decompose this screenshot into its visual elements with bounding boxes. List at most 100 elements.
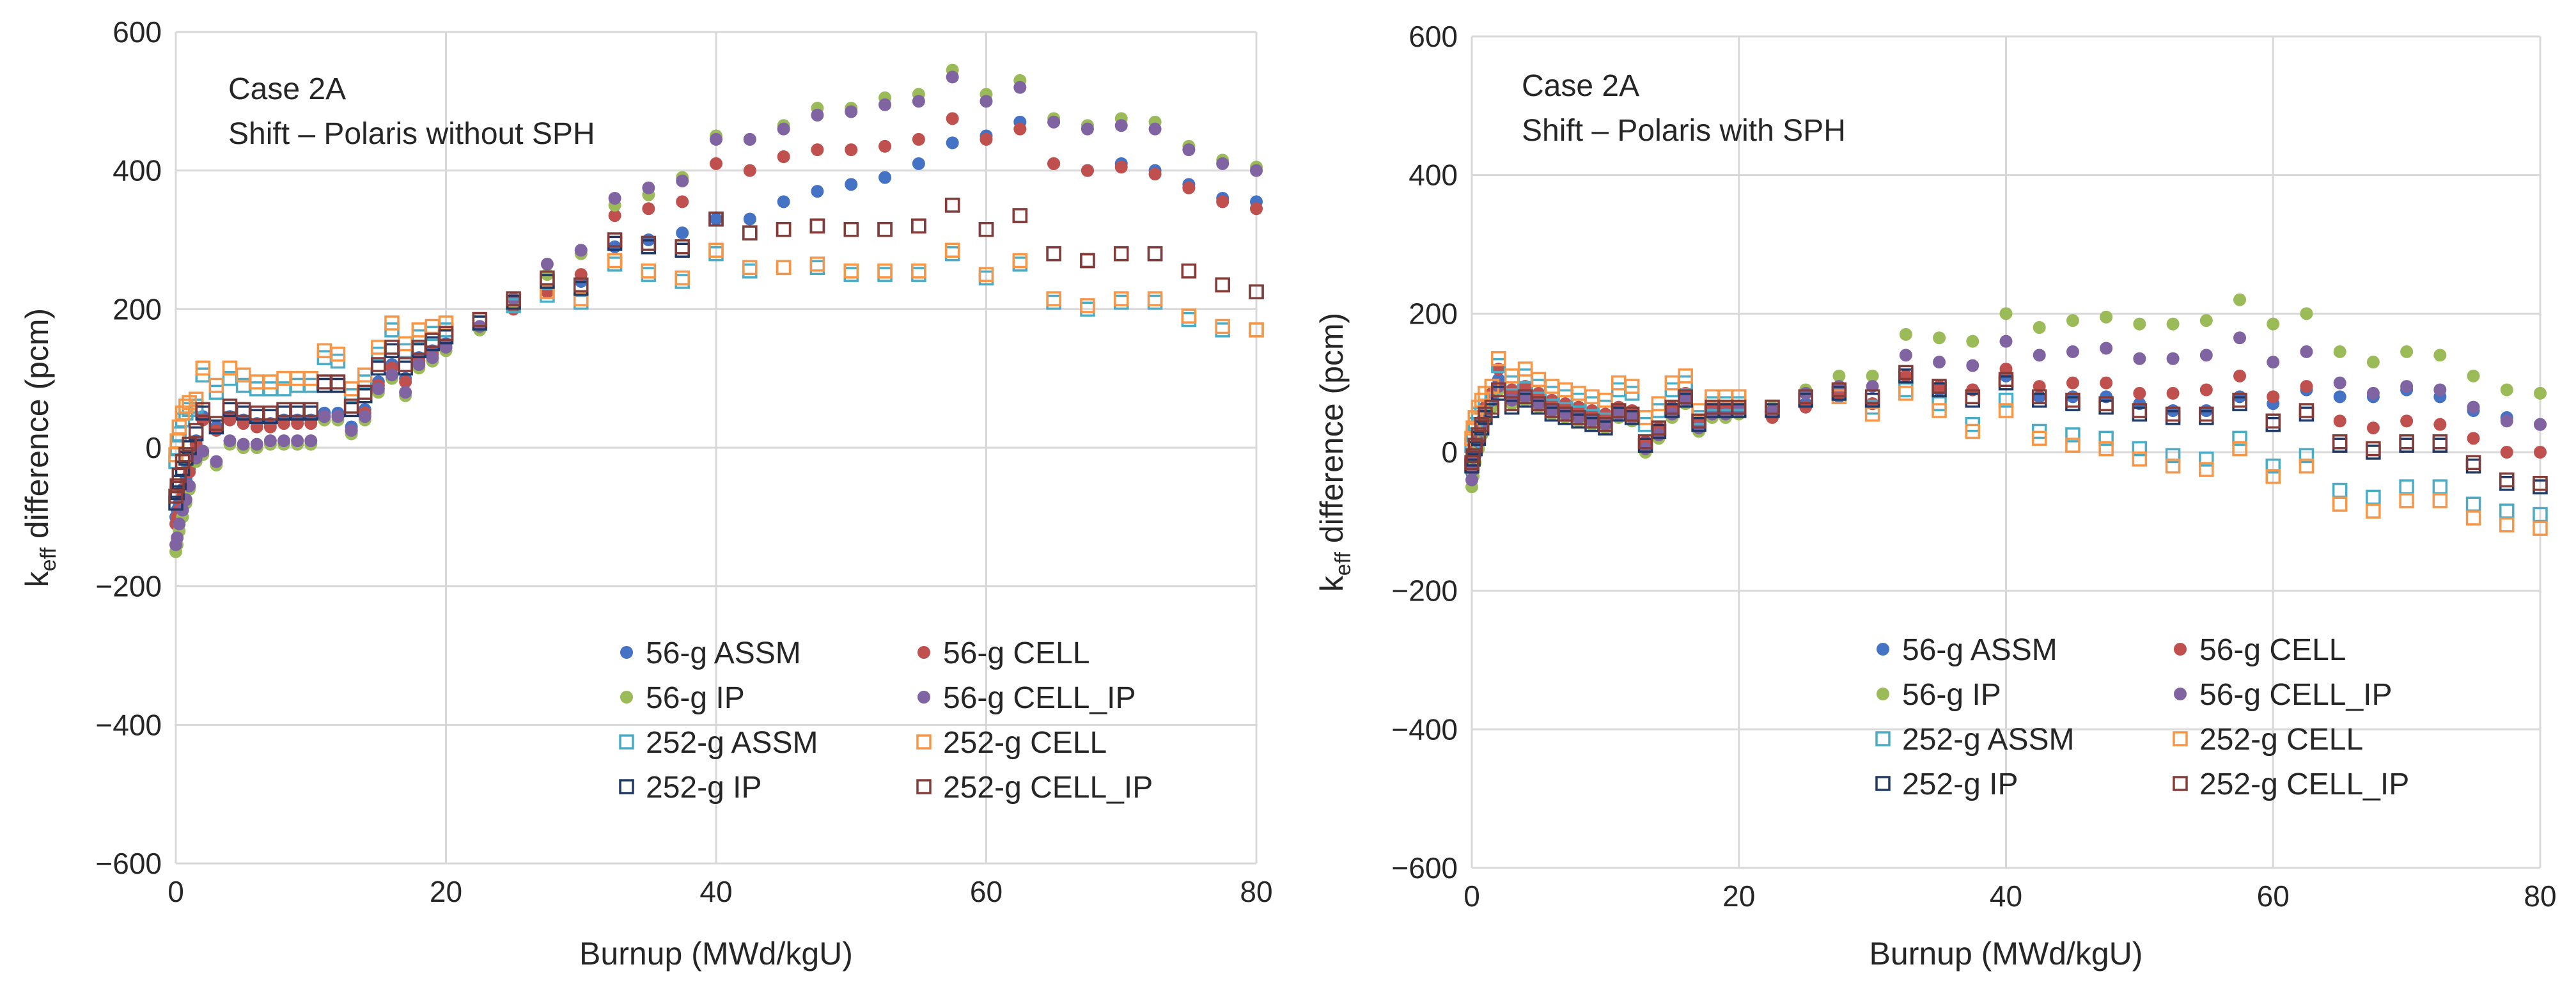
x-tick-label: 60 <box>970 875 1003 908</box>
data-point <box>1966 359 1979 372</box>
data-point <box>2499 503 2515 519</box>
data-point <box>2267 317 2280 331</box>
y-axis-title-subscript: eff <box>1331 551 1355 576</box>
x-tick-label: 0 <box>1464 879 1480 913</box>
data-point <box>2500 414 2513 428</box>
data-point <box>809 218 825 234</box>
data-point <box>877 222 893 237</box>
legend-label: 56-g IP <box>646 681 745 715</box>
data-point <box>642 181 655 194</box>
data-point <box>776 260 792 276</box>
y-tick-label: 0 <box>145 431 162 464</box>
data-point <box>2300 345 2313 358</box>
data-point <box>1181 264 1197 279</box>
data-point <box>2332 437 2348 453</box>
data-point <box>2132 403 2148 418</box>
data-point <box>980 132 993 146</box>
data-point <box>1046 246 1061 262</box>
data-point <box>1965 423 1981 439</box>
data-point <box>358 410 371 423</box>
data-point <box>1474 416 1490 432</box>
data-point <box>399 375 412 389</box>
x-tick-label: 60 <box>2257 879 2290 913</box>
y-axis-title: keff difference (pcm) <box>19 308 61 587</box>
data-point <box>742 264 758 279</box>
data-point <box>2165 406 2181 422</box>
data-point <box>1013 122 1027 136</box>
data-point <box>877 267 893 282</box>
data-point <box>1182 181 1196 194</box>
data-point <box>195 360 210 376</box>
data-point <box>1148 168 1162 181</box>
data-point <box>1250 202 1263 216</box>
data-point <box>2267 390 2280 404</box>
data-point <box>1484 399 1500 415</box>
data-point <box>777 195 790 209</box>
data-point <box>2132 452 2148 467</box>
data-point <box>2366 489 2381 505</box>
y-axis-title-subscript: eff <box>36 547 61 571</box>
data-point <box>1465 473 1478 487</box>
data-point <box>845 178 858 191</box>
data-point <box>1898 365 1914 381</box>
y-tick-label: −200 <box>95 570 162 603</box>
data-point <box>2333 390 2346 404</box>
data-point <box>2098 430 2114 446</box>
data-point <box>1864 389 1880 405</box>
data-point <box>2432 493 2448 508</box>
data-point <box>223 434 237 448</box>
data-point <box>2399 437 2414 453</box>
legend-marker <box>2173 776 2188 791</box>
data-point <box>675 239 690 255</box>
data-point <box>2232 430 2247 446</box>
x-tick-label: 20 <box>1722 879 1755 913</box>
data-point <box>843 222 859 237</box>
data-point <box>2265 458 2281 474</box>
data-point <box>1465 448 1481 464</box>
x-axis-title: Burnup (MWd/kgU) <box>579 936 853 972</box>
data-point <box>1664 399 1680 415</box>
data-point <box>2400 414 2414 428</box>
data-point <box>2465 455 2481 470</box>
data-point <box>708 211 724 227</box>
data-point <box>2300 307 2313 320</box>
data-point <box>2433 418 2447 431</box>
data-point <box>642 202 655 216</box>
data-point <box>1966 335 1979 348</box>
legend-marker <box>619 779 634 794</box>
data-point <box>1148 122 1162 136</box>
data-point <box>777 122 790 136</box>
data-point <box>878 98 892 111</box>
data-point <box>574 277 589 293</box>
data-point <box>1012 256 1028 272</box>
data-point <box>2066 345 2079 358</box>
data-point <box>944 242 960 258</box>
data-point <box>188 423 204 438</box>
series-252-g-cell-ip <box>1464 365 2548 491</box>
data-point <box>263 434 277 448</box>
data-point <box>1047 157 1061 170</box>
data-point <box>2465 496 2481 512</box>
data-point <box>208 377 224 393</box>
data-point <box>811 109 824 122</box>
data-point <box>2133 386 2146 400</box>
legend-marker <box>2174 643 2187 656</box>
data-point <box>1114 119 1128 132</box>
data-point <box>742 225 758 240</box>
data-point <box>912 132 925 146</box>
data-point <box>1998 393 2014 408</box>
data-point <box>1691 413 1706 429</box>
data-point <box>331 410 345 423</box>
y-tick-label: 600 <box>113 15 162 49</box>
data-point <box>2467 400 2480 414</box>
y-tick-label: 400 <box>113 154 162 187</box>
data-point <box>1932 403 1947 418</box>
data-point <box>196 445 210 458</box>
data-point <box>1215 277 1230 293</box>
legend-marker <box>1875 731 1891 746</box>
data-point <box>1612 407 1625 421</box>
data-point <box>1731 399 1747 415</box>
data-point <box>1559 407 1572 421</box>
data-point <box>386 368 398 382</box>
data-point <box>911 218 926 234</box>
